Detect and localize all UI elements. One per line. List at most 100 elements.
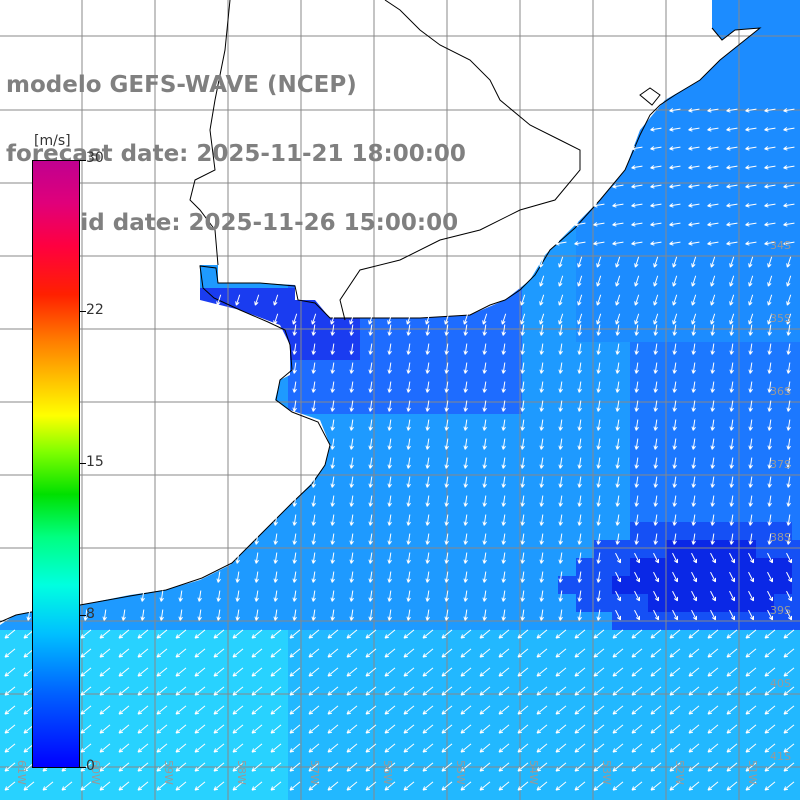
wind-arrow	[672, 400, 677, 412]
wind-arrow	[270, 781, 282, 791]
wind-cell	[378, 558, 396, 576]
wind-arrow	[786, 313, 792, 325]
map-title: modelo GEFS-WAVE (NCEP) forecast date: 2…	[6, 28, 466, 258]
wind-cell	[414, 378, 432, 396]
wind-arrow	[536, 705, 548, 715]
wind-arrow	[612, 241, 624, 246]
wind-arrow	[574, 781, 586, 791]
wind-arrow	[672, 552, 678, 564]
wind-arrow	[786, 552, 792, 564]
wind-cell	[324, 450, 342, 468]
wind-cell	[666, 108, 684, 126]
wind-cell	[126, 702, 144, 720]
wind-cell	[774, 216, 792, 234]
wind-cell	[648, 576, 666, 594]
wind-cell	[738, 306, 756, 324]
longitude-label: 60W	[89, 760, 102, 785]
wind-cell	[594, 792, 612, 800]
wind-cell	[720, 108, 738, 126]
wind-cell	[486, 414, 504, 432]
wind-arrow	[555, 648, 567, 658]
wind-arrow	[368, 590, 373, 602]
wind-arrow	[156, 743, 168, 753]
wind-cell	[450, 432, 468, 450]
wind-cell	[504, 522, 522, 540]
wind-cell	[792, 450, 800, 468]
wind-arrow	[615, 362, 620, 374]
wind-cell	[468, 360, 486, 378]
wind-cell	[666, 558, 684, 576]
wind-arrow	[764, 127, 776, 132]
wind-arrow	[634, 256, 640, 268]
wind-cell	[774, 630, 792, 648]
wind-cell	[774, 234, 792, 252]
wind-arrow	[707, 705, 719, 715]
wind-arrow	[292, 362, 297, 374]
wind-arrow	[669, 705, 681, 715]
wind-arrow	[482, 313, 488, 325]
wind-cell	[558, 720, 576, 738]
wind-cell	[738, 540, 756, 558]
wind-arrow	[520, 419, 525, 431]
wind-arrow	[213, 724, 225, 734]
wind-arrow	[251, 762, 263, 772]
wind-arrow	[387, 571, 392, 583]
wind-cell	[684, 540, 702, 558]
wind-cell	[324, 630, 342, 648]
wind-cell	[792, 630, 800, 648]
wind-cell	[72, 792, 90, 800]
wind-cell	[306, 594, 324, 612]
wind-cell	[342, 432, 360, 450]
wind-cell	[252, 738, 270, 756]
wind-arrow	[425, 533, 430, 545]
wind-arrow	[327, 667, 339, 677]
wind-cell	[126, 666, 144, 684]
wind-cell	[468, 378, 486, 396]
wind-arrow	[729, 552, 735, 564]
wind-arrow	[118, 705, 130, 715]
wind-cell	[594, 324, 612, 342]
wind-cell	[396, 540, 414, 558]
wind-cell	[504, 756, 522, 774]
wind-cell	[576, 738, 594, 756]
wind-arrow	[463, 313, 469, 325]
wind-arrow	[251, 629, 263, 639]
land-mask	[0, 0, 760, 625]
wind-arrow	[691, 419, 696, 431]
wind-arrow	[688, 165, 700, 170]
wind-arrow	[745, 184, 757, 189]
latitude-label: 38S	[770, 531, 791, 544]
colorbar-tick-label: 8	[86, 606, 95, 622]
wind-cell	[558, 288, 576, 306]
wind-cell	[756, 486, 774, 504]
wind-cell	[360, 540, 378, 558]
wind-arrow	[520, 400, 525, 412]
wind-arrow	[593, 781, 605, 791]
wind-arrow	[691, 476, 696, 488]
wind-cell	[288, 324, 306, 342]
wind-cell	[396, 486, 414, 504]
wind-arrow	[330, 313, 336, 325]
wind-arrow	[729, 275, 735, 287]
wind-arrow	[729, 609, 735, 621]
wind-arrow	[691, 609, 697, 621]
wind-arrow	[577, 313, 583, 325]
wind-cell	[522, 414, 540, 432]
wind-cell	[756, 0, 774, 18]
wind-cell	[342, 756, 360, 774]
wind-cell	[738, 162, 756, 180]
wind-arrow	[745, 762, 757, 772]
wind-arrow	[365, 629, 377, 639]
wind-arrow	[425, 313, 431, 325]
wind-arrow	[653, 609, 659, 621]
wind-arrow	[558, 514, 563, 526]
wind-arrow	[593, 222, 605, 227]
wind-cell	[630, 432, 648, 450]
wind-arrow	[615, 438, 620, 450]
wind-cell	[342, 774, 360, 792]
wind-arrow	[783, 743, 795, 753]
wind-arrow	[425, 552, 430, 564]
wind-arrow	[349, 571, 354, 583]
wind-cell	[558, 306, 576, 324]
wind-arrow	[672, 362, 677, 374]
